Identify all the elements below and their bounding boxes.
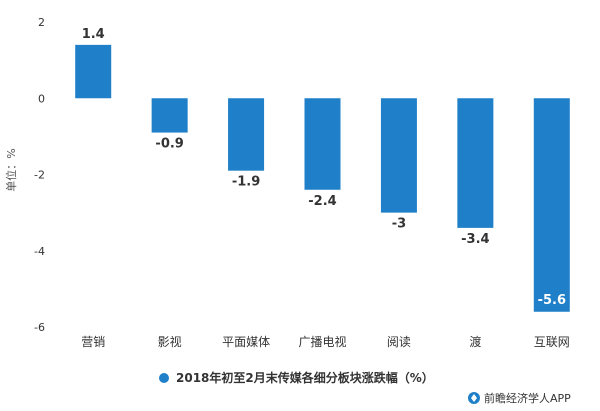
- bar: [151, 98, 188, 133]
- legend-label: 2018年初至2月末传媒各细分板块涨跌幅（%）: [176, 370, 434, 385]
- bar-value-label: -3: [392, 217, 406, 232]
- x-tick-label: 阅读: [387, 335, 411, 349]
- y-tick-label: -2: [34, 169, 45, 182]
- legend: 2018年初至2月末传媒各细分板块涨跌幅（%）: [159, 370, 434, 385]
- x-tick-label: 渡: [469, 334, 481, 349]
- footer-brand: 前瞻经济学人APP: [468, 391, 571, 405]
- bars-group: 1.4 -0.9 -1.9 -2.4 -3 -3.4 -5.6: [75, 27, 570, 312]
- y-tick-label: -6: [34, 321, 45, 334]
- footer-brand-text: 前瞻经济学人APP: [484, 391, 571, 405]
- y-axis: 2 0 -2 -4 -6: [34, 16, 45, 334]
- bar: [380, 98, 417, 213]
- bar: [228, 98, 265, 171]
- x-axis: 营销 影视 平面媒体 广播电视 阅读 渡 互联网: [81, 334, 570, 349]
- legend-swatch: [159, 373, 169, 383]
- x-tick-label: 影视: [158, 334, 182, 349]
- bar-value-label: -0.9: [155, 137, 183, 152]
- bar-value-label: -1.9: [232, 175, 260, 190]
- x-tick-label: 平面媒体: [222, 335, 270, 349]
- bar: [75, 44, 112, 99]
- y-tick-label: 0: [38, 92, 45, 105]
- y-tick-label: 2: [38, 16, 45, 29]
- x-tick-label: 互联网: [534, 335, 570, 349]
- bar: [304, 98, 341, 190]
- x-tick-label: 营销: [81, 335, 105, 349]
- x-tick-label: 广播电视: [298, 334, 346, 349]
- bar-value-label: 1.4: [82, 27, 105, 42]
- bar-value-label: -3.4: [461, 232, 489, 247]
- brand-logo-mark-icon: [471, 394, 477, 402]
- y-tick-label: -4: [34, 245, 45, 258]
- bar: [533, 98, 570, 312]
- y-axis-label: 单位：%: [4, 148, 18, 191]
- bar-value-label: -2.4: [308, 194, 336, 209]
- bar: [457, 98, 494, 228]
- bar-value-label: -5.6: [538, 293, 566, 308]
